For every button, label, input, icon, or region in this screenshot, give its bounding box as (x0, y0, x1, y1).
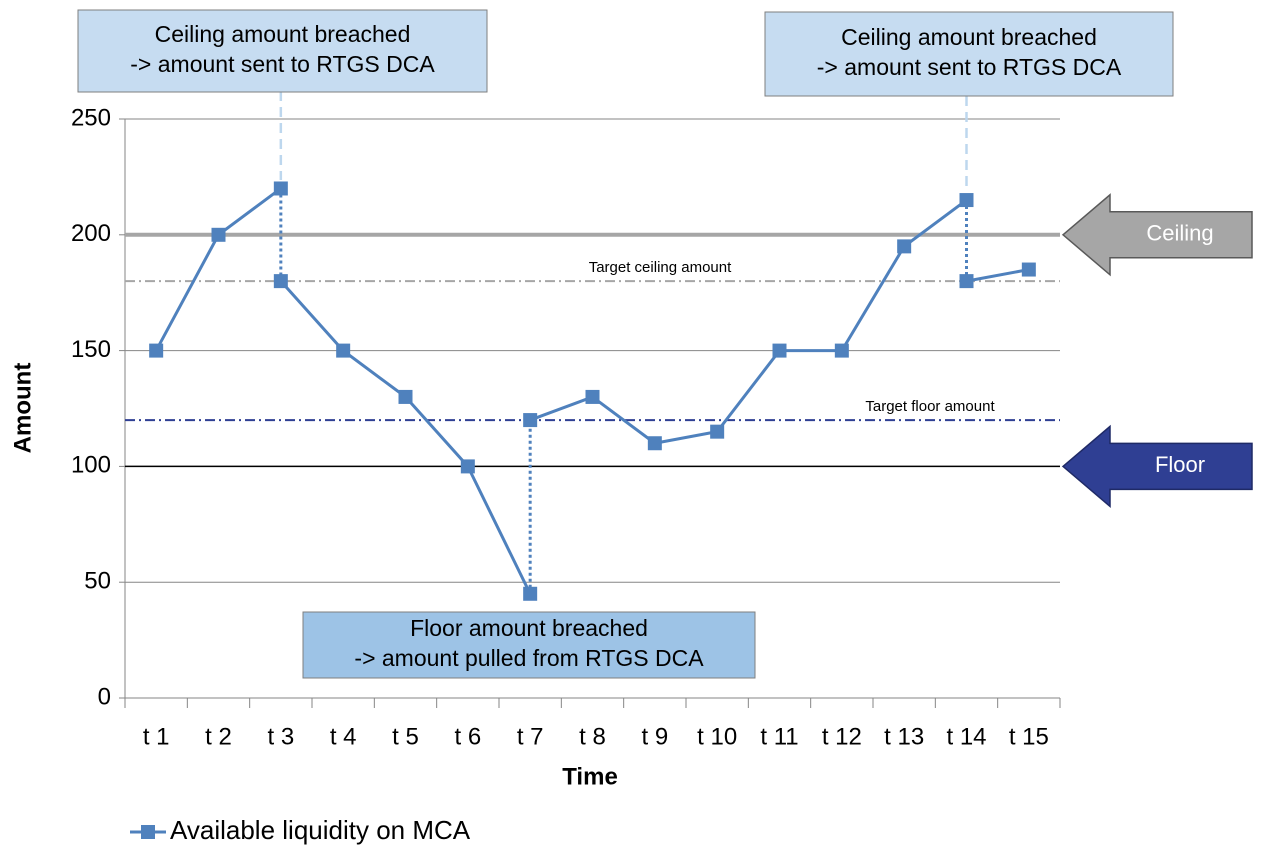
x-tick-label: t 3 (267, 723, 294, 750)
x-tick-label: t 9 (641, 723, 668, 750)
arrow-label: Floor (1155, 452, 1205, 477)
series-line (279, 280, 532, 595)
x-tick-label: t 12 (822, 723, 862, 750)
reference-line-label: Target floor amount (865, 398, 995, 415)
marker (959, 193, 974, 208)
marker (149, 343, 164, 358)
y-tick-label: 0 (98, 683, 111, 710)
y-tick-label: 200 (71, 220, 111, 247)
marker (273, 274, 288, 289)
x-tick-label: t 14 (946, 723, 986, 750)
series-line (154, 187, 282, 352)
y-tick-label: 100 (71, 452, 111, 479)
arrow (1061, 193, 1253, 277)
marker (211, 227, 226, 242)
annotation-box (764, 11, 1174, 97)
x-tick-label: t 7 (517, 723, 544, 750)
series-line (966, 268, 1030, 283)
marker (460, 459, 475, 474)
marker (523, 413, 538, 428)
marker (1021, 262, 1036, 277)
marker (710, 424, 725, 439)
x-tick-label: t 1 (143, 723, 170, 750)
x-tick-label: t 11 (760, 723, 798, 750)
legend-marker (141, 825, 155, 839)
x-tick-label: t 8 (579, 723, 606, 750)
marker (523, 586, 538, 601)
annotation-text: -> amount pulled from RTGS DCA (354, 645, 704, 671)
marker (585, 389, 600, 404)
legend-label: Available liquidity on MCA (170, 815, 471, 845)
marker (834, 343, 849, 358)
y-tick-label: 150 (71, 336, 111, 363)
series-line (529, 198, 968, 445)
annotation-text: -> amount sent to RTGS DCA (130, 51, 435, 77)
marker (897, 239, 912, 254)
x-tick-label: t 2 (205, 723, 232, 750)
marker (273, 181, 288, 196)
annotation-text: Floor amount breached (410, 615, 648, 641)
arrow (1061, 424, 1253, 509)
annotation-box (302, 611, 756, 679)
annotation-text: -> amount sent to RTGS DCA (817, 54, 1122, 80)
reference-line-label: Target ceiling amount (589, 259, 732, 276)
x-tick-label: t 13 (884, 723, 924, 750)
annotation-box (77, 9, 488, 93)
y-tick-label: 50 (84, 568, 111, 595)
marker (336, 343, 351, 358)
x-tick-label: t 6 (454, 723, 481, 750)
y-tick-label: 250 (71, 104, 111, 131)
x-tick-label: t 15 (1009, 723, 1049, 750)
x-tick-label: t 10 (697, 723, 737, 750)
arrow-label: Ceiling (1146, 221, 1213, 246)
annotation-text: Ceiling amount breached (155, 21, 411, 47)
marker (398, 389, 413, 404)
x-tick-label: t 4 (330, 723, 357, 750)
x-axis-title: Time (562, 763, 618, 790)
marker (959, 274, 974, 289)
marker (772, 343, 787, 358)
y-axis-title: Amount (9, 363, 36, 454)
marker (647, 436, 662, 451)
x-tick-label: t 5 (392, 723, 419, 750)
annotation-text: Ceiling amount breached (841, 24, 1097, 50)
